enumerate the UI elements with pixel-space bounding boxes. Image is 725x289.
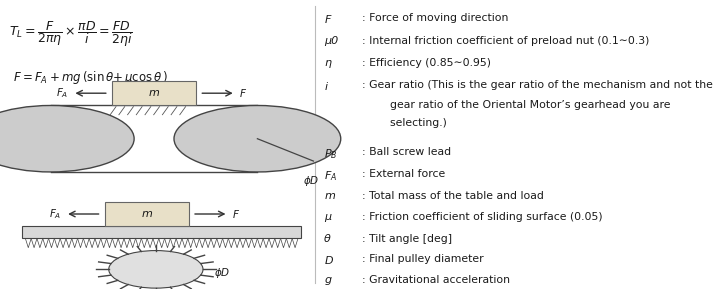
Text: $F$: $F$ (324, 13, 333, 25)
Text: $m$: $m$ (141, 209, 153, 219)
Text: : Gravitational acceleration: : Gravitational acceleration (362, 275, 510, 285)
Text: $m$: $m$ (324, 191, 336, 201)
Text: gear ratio of the Oriental Motor’s gearhead you are: gear ratio of the Oriental Motor’s gearh… (362, 100, 671, 110)
Text: : External force: : External force (362, 169, 446, 179)
Text: : Efficiency (0.85∼0.95): : Efficiency (0.85∼0.95) (362, 58, 492, 68)
Text: $F_A$: $F_A$ (57, 86, 69, 100)
Text: $F_A$: $F_A$ (324, 169, 337, 183)
Text: $F = F_A + mg\,(\sin\theta {+}\, \mu\cos\theta\,)$: $F = F_A + mg\,(\sin\theta {+}\, \mu\cos… (13, 69, 168, 86)
Text: η: η (324, 58, 331, 68)
Text: $\phi D$: $\phi D$ (303, 174, 320, 188)
Text: $F_A$: $F_A$ (49, 207, 62, 221)
Text: : Friction coefficient of sliding surface (0.05): : Friction coefficient of sliding surfac… (362, 212, 603, 223)
FancyBboxPatch shape (112, 81, 196, 105)
Text: : Gear ratio (This is the gear ratio of the mechanism and not the: : Gear ratio (This is the gear ratio of … (362, 80, 713, 90)
FancyBboxPatch shape (22, 226, 301, 238)
Text: μ: μ (324, 212, 331, 223)
Text: μ0: μ0 (324, 36, 339, 46)
Circle shape (174, 105, 341, 172)
Text: : Total mass of the table and load: : Total mass of the table and load (362, 191, 544, 201)
Text: $F$: $F$ (239, 87, 247, 99)
Circle shape (109, 251, 203, 288)
FancyBboxPatch shape (105, 202, 188, 226)
Text: $i$: $i$ (324, 80, 329, 92)
Text: : Final pulley diameter: : Final pulley diameter (362, 254, 484, 264)
Text: selecting.): selecting.) (362, 118, 447, 128)
Text: : Force of moving direction: : Force of moving direction (362, 13, 509, 23)
Text: $m$: $m$ (148, 88, 160, 98)
Text: $P_B$: $P_B$ (324, 147, 338, 161)
Text: : Internal friction coefficient of preload nut (0.1∼0.3): : Internal friction coefficient of prelo… (362, 36, 650, 46)
Circle shape (0, 105, 134, 172)
Text: $T_L = \dfrac{F}{2\pi\eta} \times \dfrac{\pi D}{i} = \dfrac{FD}{2\eta i}$: $T_L = \dfrac{F}{2\pi\eta} \times \dfrac… (9, 19, 133, 49)
Text: $g$: $g$ (324, 275, 333, 287)
Text: $\phi D$: $\phi D$ (214, 266, 231, 280)
Text: $F$: $F$ (232, 208, 240, 220)
Text: $D$: $D$ (324, 254, 334, 266)
Text: θ: θ (324, 234, 331, 244)
Text: : Ball screw lead: : Ball screw lead (362, 147, 452, 158)
Text: : Tilt angle [deg]: : Tilt angle [deg] (362, 234, 452, 244)
